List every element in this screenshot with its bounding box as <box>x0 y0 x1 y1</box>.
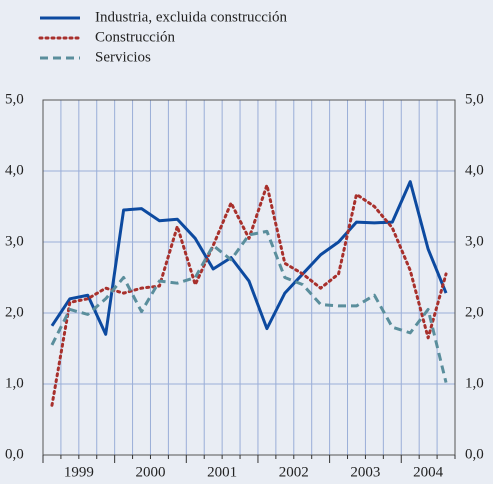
legend-label: Servicios <box>95 49 151 65</box>
y2-tick-label: 0,0 <box>465 446 484 462</box>
series-line <box>50 180 448 336</box>
y-tick-label: 4,0 <box>5 162 24 178</box>
y2-tick-label: 4,0 <box>465 162 484 178</box>
x-tick-label: 2004 <box>413 464 444 480</box>
plot-frame <box>42 99 456 456</box>
series-line <box>50 183 448 407</box>
y2-tick-label: 2,0 <box>465 304 484 320</box>
plot-area <box>43 100 455 455</box>
y-tick-label: 1,0 <box>5 375 24 391</box>
x-tick-label: 2002 <box>279 464 309 480</box>
x-tick-label: 1999 <box>64 464 94 480</box>
y-tick-label: 5,0 <box>5 91 24 107</box>
y-tick-label: 2,0 <box>5 304 24 320</box>
x-tick-label: 2003 <box>350 464 380 480</box>
y2-tick-label: 5,0 <box>465 91 484 107</box>
legend-label: Industria, excluida construcción <box>95 9 288 25</box>
y2-tick-label: 3,0 <box>465 233 484 249</box>
y-tick-label: 3,0 <box>5 233 24 249</box>
y2-tick-label: 1,0 <box>465 375 484 391</box>
legend-label: Construcción <box>95 29 175 45</box>
y-tick-label: 0,0 <box>5 446 24 462</box>
x-tick-label: 2000 <box>135 464 165 480</box>
x-tick-label: 2001 <box>207 464 237 480</box>
